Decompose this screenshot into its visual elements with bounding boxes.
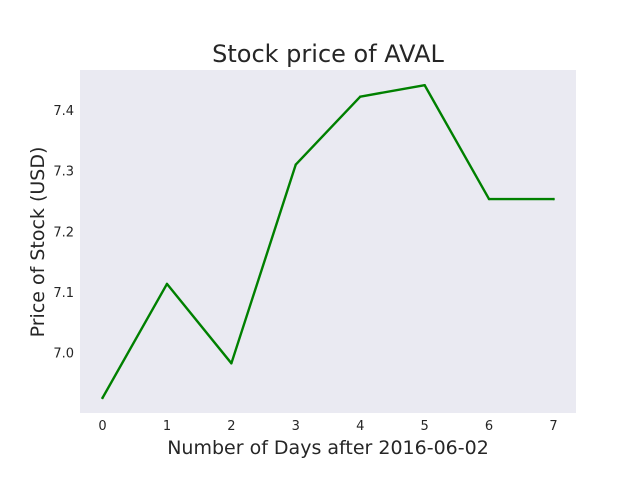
- series-line: [100, 83, 555, 400]
- x-tick-label: 7: [549, 419, 557, 434]
- y-tick-label: 7.1: [53, 286, 74, 301]
- y-tick-label: 7.2: [53, 225, 74, 240]
- data-point: [552, 197, 555, 201]
- x-tick-labels: 0 1 2 3 4 5 6 7: [98, 419, 557, 434]
- data-point: [101, 396, 104, 400]
- data-point: [487, 197, 491, 201]
- data-point: [230, 362, 233, 365]
- data-point: [359, 95, 362, 98]
- x-tick-label: 3: [292, 419, 300, 434]
- x-tick-label: 4: [356, 419, 364, 434]
- y-tick-label: 7.4: [53, 104, 74, 119]
- y-axis-label: Price of Stock (USD): [27, 147, 49, 338]
- y-tick-label: 7.0: [53, 347, 74, 362]
- x-tick-label: 0: [98, 419, 106, 434]
- data-point: [294, 163, 297, 166]
- x-tick-label: 2: [227, 419, 235, 434]
- x-tick-label: 6: [485, 419, 493, 434]
- x-tick-label: 1: [163, 419, 171, 434]
- y-tick-label: 7.3: [53, 165, 74, 180]
- series-layer: [100, 83, 555, 400]
- data-point: [423, 83, 426, 87]
- chart-title: Stock price of AVAL: [212, 40, 444, 68]
- plot-area: [80, 70, 576, 413]
- y-tick-labels: 7.0 7.1 7.2 7.3 7.4: [53, 104, 74, 361]
- x-axis-label: Number of Days after 2016-06-02: [167, 437, 489, 459]
- data-point: [165, 282, 169, 286]
- x-tick-label: 5: [420, 419, 428, 434]
